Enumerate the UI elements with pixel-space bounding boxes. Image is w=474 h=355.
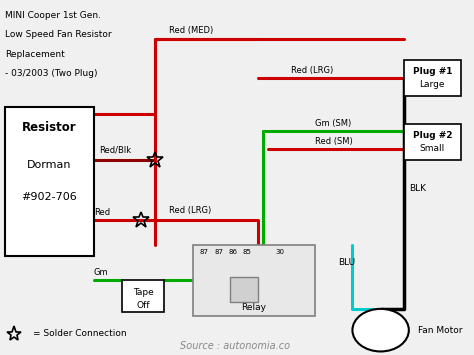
Text: M: M (374, 323, 388, 337)
FancyBboxPatch shape (230, 277, 258, 302)
Text: Plug #2: Plug #2 (412, 131, 452, 140)
Text: BLU: BLU (338, 258, 356, 267)
Text: Replacement: Replacement (5, 50, 64, 59)
Text: Fan Motor: Fan Motor (418, 326, 463, 335)
Text: 87: 87 (200, 248, 209, 255)
Text: 30: 30 (275, 248, 284, 255)
Text: - 03/2003 (Two Plug): - 03/2003 (Two Plug) (5, 69, 97, 78)
Text: Plug #1: Plug #1 (412, 67, 452, 76)
Text: Small: Small (419, 144, 445, 153)
Text: #902-706: #902-706 (21, 192, 77, 202)
Text: 86: 86 (228, 248, 237, 255)
Circle shape (353, 309, 409, 351)
Text: Large: Large (419, 80, 445, 89)
Text: MINI Cooper 1st Gen.: MINI Cooper 1st Gen. (5, 11, 100, 20)
Text: 87: 87 (214, 248, 223, 255)
FancyBboxPatch shape (122, 280, 164, 312)
Text: Gm: Gm (94, 268, 109, 277)
Text: Relay: Relay (241, 304, 266, 312)
Text: Red/Blk: Red/Blk (99, 146, 131, 154)
Text: BLK: BLK (409, 184, 426, 193)
Text: Dorman: Dorman (27, 160, 72, 170)
Text: Tape: Tape (133, 288, 154, 297)
Text: Red (MED): Red (MED) (169, 27, 213, 36)
Text: Off: Off (137, 301, 150, 310)
Text: Red: Red (94, 208, 110, 217)
Text: Low Speed Fan Resistor: Low Speed Fan Resistor (5, 30, 111, 39)
Text: Red (LRG): Red (LRG) (292, 66, 334, 75)
FancyBboxPatch shape (192, 245, 315, 316)
Text: Gm (SM): Gm (SM) (315, 119, 351, 128)
Text: Resistor: Resistor (22, 121, 77, 134)
Text: Red (SM): Red (SM) (315, 137, 353, 146)
Text: Source : autonomia.co: Source : autonomia.co (180, 342, 290, 351)
FancyBboxPatch shape (404, 60, 461, 96)
Text: Red (LRG): Red (LRG) (169, 206, 211, 215)
Text: = Solder Connection: = Solder Connection (33, 329, 127, 338)
FancyBboxPatch shape (5, 106, 94, 256)
Text: 85: 85 (242, 248, 251, 255)
FancyBboxPatch shape (404, 124, 461, 160)
